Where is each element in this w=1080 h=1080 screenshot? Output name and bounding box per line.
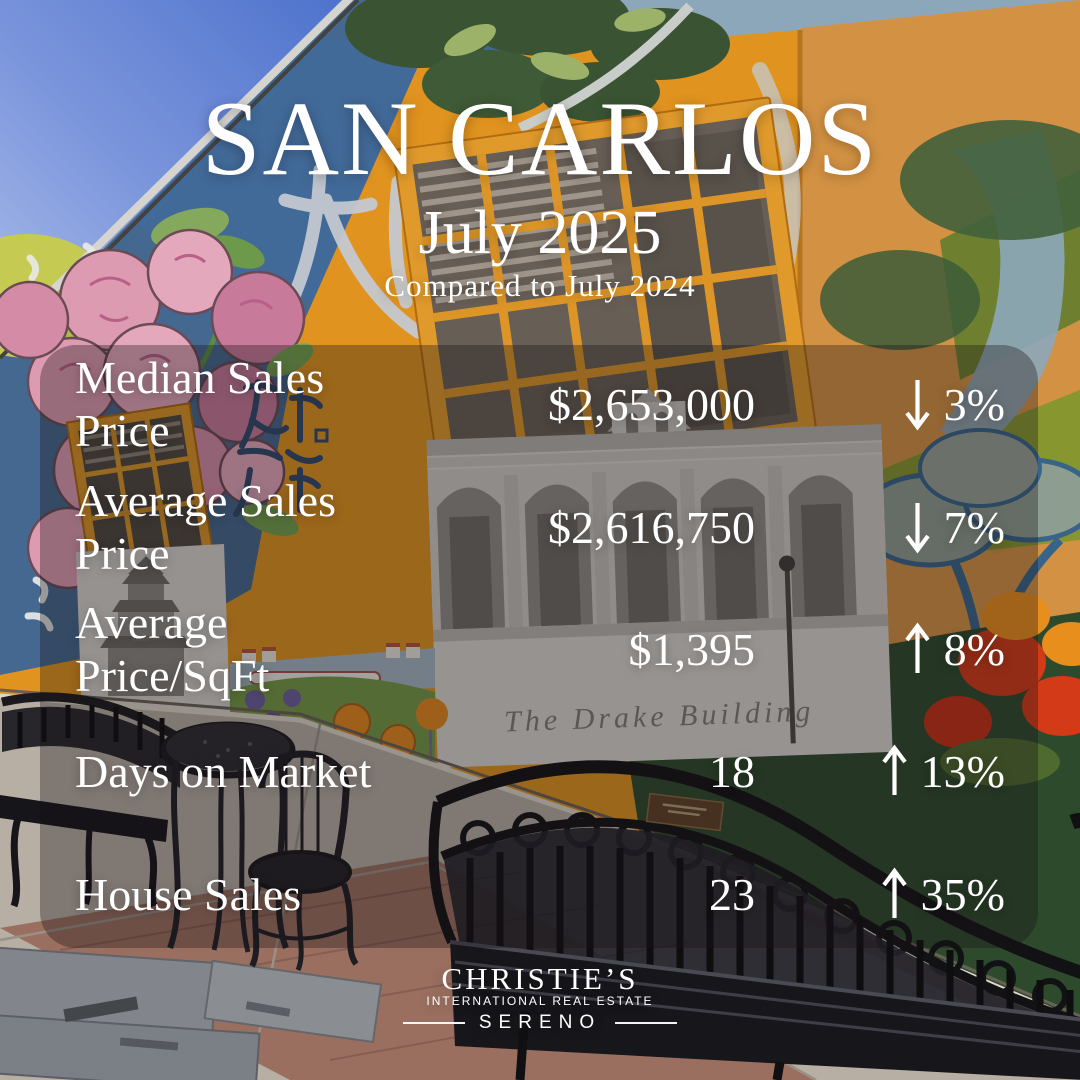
brand-region: SERENO — [478, 1012, 602, 1033]
divider-line — [615, 1021, 678, 1024]
trend-arrow-icon — [904, 376, 931, 432]
page-title: SAN CARLOS — [201, 80, 879, 197]
mural-foliage — [345, 0, 730, 133]
stat-label: House Sales — [75, 868, 302, 920]
stat-value: 23 — [709, 868, 755, 920]
stat-change-value: 8% — [943, 623, 1005, 675]
big-window — [392, 96, 825, 495]
trend-arrow-icon — [904, 621, 931, 677]
stat-change: 7% — [755, 499, 1005, 555]
left-window — [65, 402, 215, 574]
report-month: July 2025 — [418, 199, 662, 267]
main-bench — [428, 760, 1080, 1080]
stat-change: 8% — [755, 621, 1005, 677]
stat-row-average-price-sqft: Average Price/SqFt $1,395 8% — [75, 597, 1005, 701]
stat-label: Average Sales Price — [75, 475, 336, 579]
stat-change: 13% — [755, 743, 1005, 799]
stat-change-value: 7% — [943, 501, 1005, 553]
stat-change-value: 13% — [920, 745, 1005, 797]
stat-label: Median Sales Price — [75, 352, 325, 456]
brand-region-lockup: SERENO — [0, 1013, 1080, 1032]
stats-overlay-panel — [40, 345, 1038, 948]
castle-drawing: Kushima Japan — [76, 544, 230, 720]
stat-value: 18 — [709, 745, 755, 797]
stat-row-median-sales-price: Median Sales Price $2,653,000 3% — [75, 352, 1005, 456]
trend-arrow-icon — [904, 499, 931, 555]
trend-arrow-icon — [881, 743, 908, 799]
castle-label-2: Japan — [141, 669, 166, 682]
stat-row-average-sales-price: Average Sales Price $2,616,750 7% — [75, 475, 1005, 579]
brand-name: CHRISTIE’S — [441, 961, 639, 996]
stat-value: $1,395 — [628, 623, 756, 675]
stat-change-value: 3% — [943, 378, 1005, 430]
trend-arrow-icon — [881, 866, 908, 922]
stat-value: $2,616,750 — [548, 501, 755, 553]
comparison-subtitle: Compared to July 2024 — [384, 268, 696, 303]
castle-label-1: Kushima — [131, 630, 172, 645]
divider-line — [402, 1021, 465, 1024]
left-bench — [0, 692, 185, 908]
stat-row-days-on-market: Days on Market 18 13% — [75, 743, 1005, 799]
stat-change-value: 35% — [920, 868, 1005, 920]
bistro-chair — [248, 750, 359, 972]
stat-value: $2,653,000 — [548, 378, 755, 430]
stat-change: 35% — [755, 866, 1005, 922]
brand-division: INTERNATIONAL REAL ESTATE — [426, 994, 654, 1008]
drake-building-drawing: The Drake Building — [426, 388, 893, 768]
stat-change: 3% — [755, 376, 1005, 432]
stat-label: Days on Market — [75, 745, 372, 797]
calligraphy-blue — [233, 379, 329, 517]
bistro-table — [160, 721, 296, 953]
stat-label: Average Price/SqFt — [75, 597, 270, 701]
stat-row-house-sales: House Sales 23 35% — [75, 866, 1005, 922]
